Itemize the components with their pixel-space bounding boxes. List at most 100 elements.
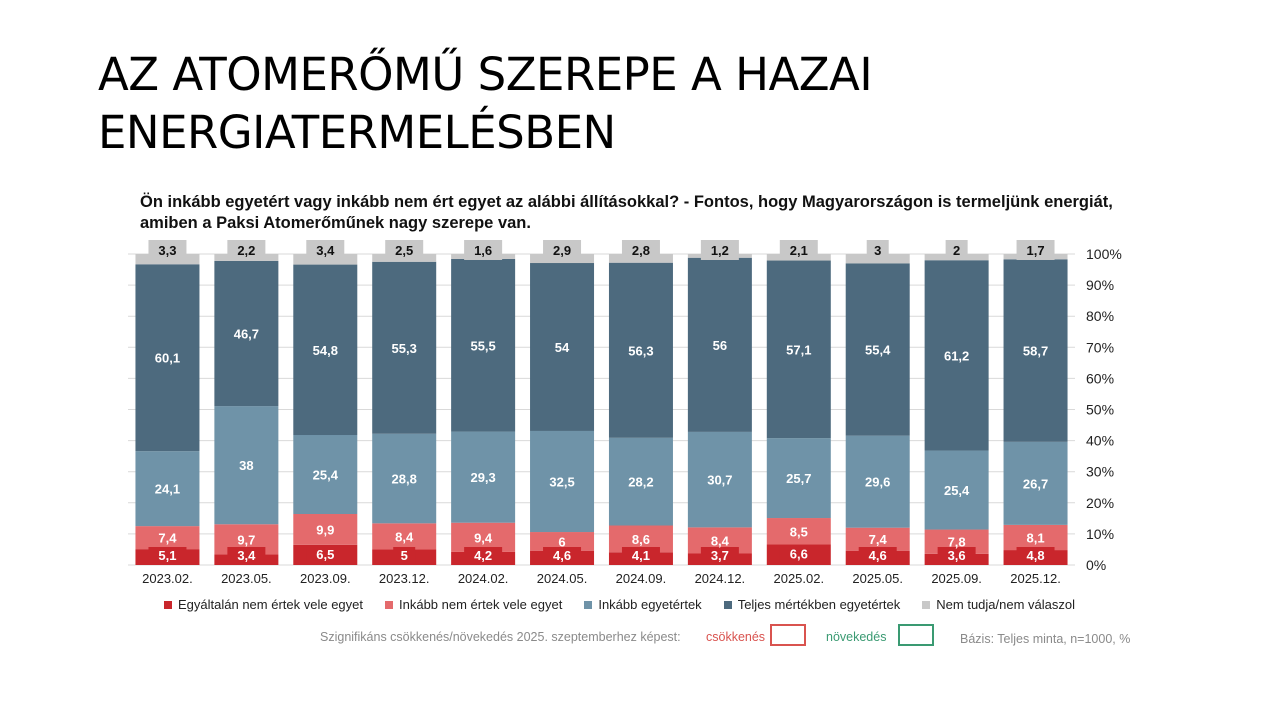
data-label-box — [621, 240, 660, 260]
data-label: 4,6 — [553, 548, 571, 563]
data-label-box — [306, 545, 345, 563]
bar-segment — [766, 438, 831, 519]
bar-segment — [530, 263, 595, 431]
bar-segment — [135, 264, 200, 452]
data-label: 1,7 — [1027, 243, 1045, 258]
bar-segment — [451, 258, 516, 432]
data-label: 4,2 — [474, 548, 492, 563]
y-tick-label: 100% — [1086, 246, 1122, 262]
decrease-box — [770, 624, 806, 646]
data-label: 46,7 — [234, 326, 259, 341]
data-label: 5 — [401, 548, 408, 563]
data-label: 4,8 — [1027, 548, 1045, 563]
data-label-box — [1016, 240, 1055, 260]
bar-segment — [372, 523, 437, 550]
data-label: 8,6 — [632, 532, 650, 547]
legend-label: Nem tudja/nem válaszol — [936, 597, 1076, 612]
legend-item: Inkább egyetértek — [584, 597, 702, 612]
data-label: 28,2 — [628, 475, 653, 490]
data-label: 6,5 — [316, 547, 334, 562]
data-label: 3,4 — [237, 548, 256, 563]
data-label: 60,1 — [155, 351, 180, 366]
legend-item: Egyáltalán nem értek vele egyet — [164, 597, 363, 612]
bar-segment — [687, 257, 752, 432]
x-tick-label: 2025.12. — [1010, 571, 1061, 586]
legend-item: Inkább nem értek vele egyet — [385, 597, 562, 612]
data-label-box — [393, 547, 416, 564]
legend-item: Teljes mértékben egyetértek — [723, 597, 901, 612]
bar-segment — [135, 451, 200, 527]
data-label: 56 — [713, 338, 727, 353]
data-label-box — [148, 240, 187, 260]
y-tick-label: 10% — [1086, 526, 1114, 542]
data-label: 7,4 — [158, 531, 177, 546]
data-label: 3 — [874, 243, 881, 258]
legend-swatch — [584, 600, 593, 609]
data-label-box — [227, 547, 266, 564]
data-label: 8,4 — [711, 533, 730, 548]
x-tick-label: 2024.05. — [537, 571, 588, 586]
data-label-box — [385, 240, 424, 260]
data-label: 58,7 — [1023, 344, 1048, 359]
x-tick-label: 2024.09. — [616, 571, 667, 586]
bar-segment — [924, 450, 989, 530]
increase-label: növekedés — [826, 630, 887, 644]
bar-segment — [372, 261, 437, 434]
decrease-label: csökkenés — [706, 630, 766, 644]
data-label: 25,7 — [786, 471, 811, 486]
legend-swatch — [723, 600, 732, 609]
data-label: 30,7 — [707, 473, 732, 488]
data-label-box — [1016, 547, 1055, 564]
y-tick-label: 70% — [1086, 339, 1114, 355]
bar-segment — [214, 406, 279, 525]
data-label: 3,7 — [711, 548, 729, 563]
data-label: 6 — [558, 534, 565, 549]
slide-title-line1: AZ ATOMERŐMŰ SZEREPE A HAZAI — [98, 48, 873, 101]
data-label: 2,5 — [395, 243, 413, 258]
y-tick-label: 40% — [1086, 433, 1114, 449]
bar-segment — [766, 518, 831, 545]
data-label-box — [858, 547, 897, 564]
data-label-box — [148, 547, 187, 564]
data-label: 5,1 — [158, 548, 176, 563]
x-tick-label: 2025.09. — [931, 571, 982, 586]
x-tick-label: 2023.05. — [221, 571, 272, 586]
data-label-box — [464, 547, 503, 564]
y-tick-label: 90% — [1086, 277, 1114, 293]
x-tick-label: 2023.02. — [142, 571, 193, 586]
data-label: 1,6 — [474, 243, 492, 258]
y-tick-label: 80% — [1086, 308, 1114, 324]
legend-label: Inkább nem értek vele egyet — [399, 597, 563, 612]
bar-segment — [687, 431, 752, 528]
data-label-box — [779, 545, 818, 563]
significance-text: Szignifikáns csökkenés/növekedés 2025. s… — [320, 630, 681, 644]
x-tick-label: 2024.12. — [695, 571, 746, 586]
chart-legend: Egyáltalán nem értek vele egyet Inkább ne… — [164, 597, 1097, 612]
increase-box — [898, 624, 934, 646]
legend-label: Inkább egyetértek — [598, 597, 702, 612]
data-label-box — [866, 240, 889, 260]
data-label: 9,4 — [474, 530, 493, 545]
data-label: 4,1 — [632, 548, 650, 563]
bar-segment — [530, 532, 595, 551]
legend-label: Teljes mértékben egyetértek — [737, 597, 901, 612]
data-label-box — [700, 547, 739, 564]
data-label: 55,5 — [470, 338, 495, 353]
legend-swatch — [164, 600, 172, 609]
bar-segment — [608, 437, 673, 526]
data-label: 6,6 — [790, 547, 808, 562]
data-label: 57,1 — [786, 342, 811, 357]
data-label: 29,3 — [470, 470, 495, 485]
data-label: 4,6 — [869, 548, 887, 563]
legend-item: Nem tudja/nem válaszol — [922, 597, 1075, 612]
x-tick-label: 2025.02. — [773, 571, 824, 586]
x-tick-label: 2025.05. — [852, 571, 903, 586]
bar-segment — [293, 435, 358, 514]
data-label: 9,9 — [316, 522, 334, 537]
data-label-box — [464, 240, 503, 260]
data-label: 1,2 — [711, 243, 729, 258]
bar-segment — [845, 435, 910, 528]
significance-note: Szignifikáns csökkenés/növekedés 2025. s… — [320, 624, 1150, 650]
data-label-box — [779, 240, 818, 260]
